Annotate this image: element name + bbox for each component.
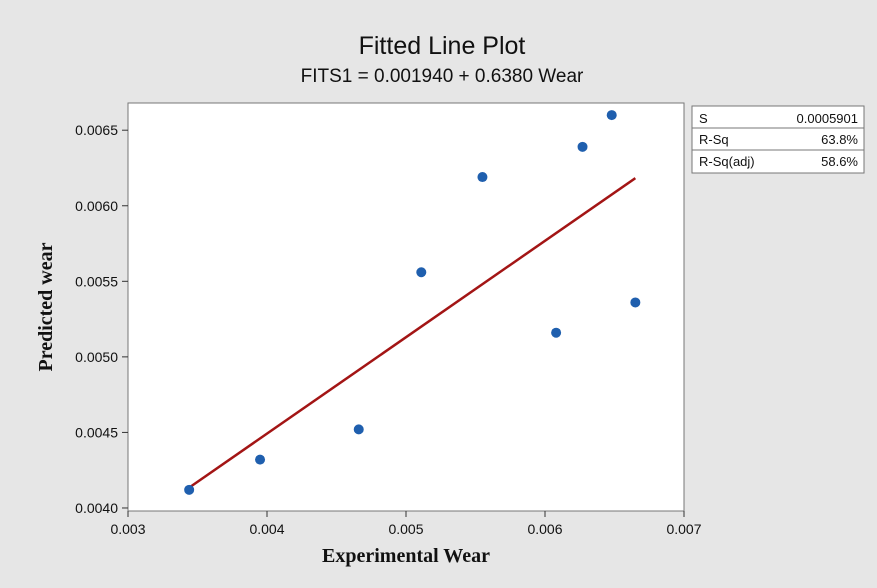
stat-label-s: S: [699, 111, 708, 126]
stat-value-r-sq: 63.8%: [821, 132, 858, 147]
y-tick-label: 0.0055: [75, 273, 118, 289]
y-tick-label: 0.0065: [75, 122, 118, 138]
data-point: [184, 484, 195, 495]
plot-area: [127, 102, 685, 512]
stats-box: S 0.0005901 R-Sq 63.8% R-Sq(adj) 58.6%: [691, 105, 865, 174]
data-point: [353, 424, 364, 435]
x-tick-label: 0.007: [666, 521, 701, 537]
y-axis-label: Predicted wear: [35, 242, 57, 371]
x-axis-label: Experimental Wear: [322, 545, 490, 567]
x-tick-label: 0.006: [527, 521, 562, 537]
y-tick-label: 0.0060: [75, 198, 118, 214]
data-point: [255, 454, 266, 465]
stat-value-s: 0.0005901: [797, 111, 858, 126]
stat-label-r-sq: R-Sq: [699, 132, 729, 147]
stats-box-frame: [691, 105, 865, 174]
x-tick-label: 0.005: [388, 521, 423, 537]
chart-title: Fitted Line Plot: [359, 32, 526, 60]
data-point: [630, 297, 641, 308]
chart-subtitle: FITS1 = 0.001940 + 0.6380 Wear: [301, 66, 584, 87]
data-point: [577, 141, 588, 152]
data-point: [416, 267, 427, 278]
x-tick-label: 0.003: [110, 521, 145, 537]
y-tick-label: 0.0040: [75, 500, 118, 516]
data-point: [551, 327, 562, 338]
stat-value-r-sq-adj: 58.6%: [821, 154, 858, 169]
stat-label-r-sq-adj: R-Sq(adj): [699, 154, 755, 169]
y-axis: 0.0040 0.0045 0.0050 0.0055 0.0060 0.0065: [75, 122, 128, 516]
y-tick-label: 0.0045: [75, 424, 118, 440]
fit-line: [188, 177, 637, 489]
data-point: [477, 172, 488, 183]
y-tick-label: 0.0050: [75, 349, 118, 365]
data-point: [606, 110, 617, 121]
data-points: [184, 110, 641, 495]
x-axis: 0.003 0.004 0.005 0.006 0.007: [110, 511, 702, 537]
x-tick-label: 0.004: [249, 521, 284, 537]
